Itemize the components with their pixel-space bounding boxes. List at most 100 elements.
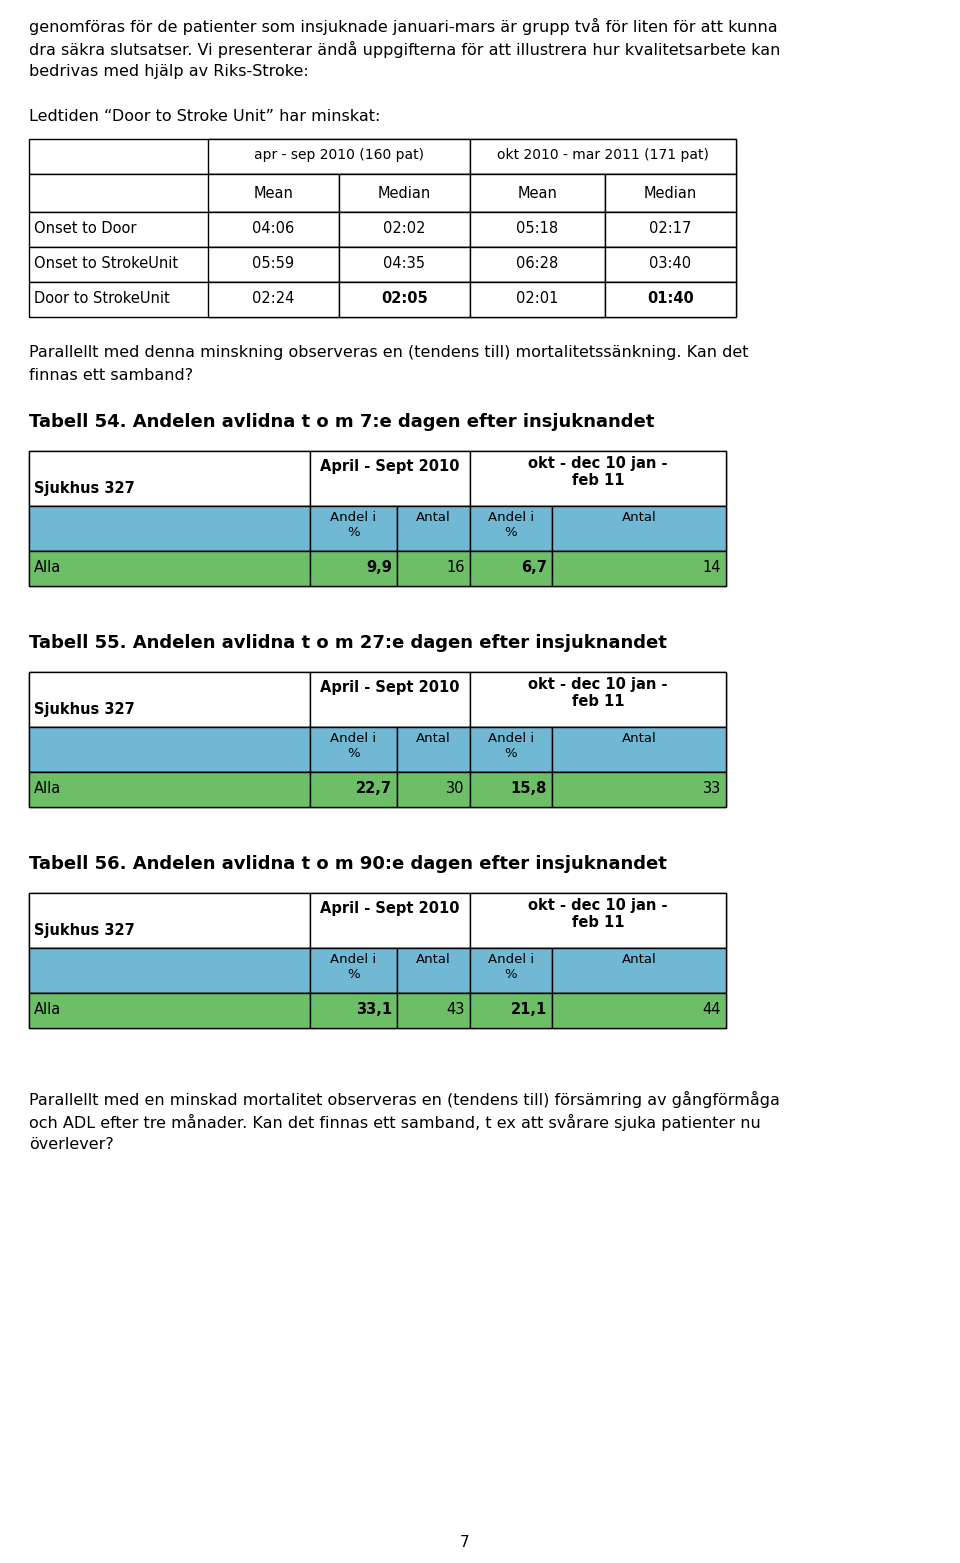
Text: April - Sept 2010: April - Sept 2010 (320, 900, 460, 916)
Text: Door to StrokeUnit: Door to StrokeUnit (34, 291, 170, 306)
Bar (29, 993, 726, 1028)
Text: 02:01: 02:01 (516, 291, 559, 306)
Bar (310, 552, 396, 586)
Bar (469, 949, 552, 993)
Text: och ADL efter tre månader. Kan det finnas ett samband, t ex att svårare sjuka pa: och ADL efter tre månader. Kan det finna… (29, 1114, 760, 1132)
Bar (605, 281, 735, 317)
Bar (469, 452, 726, 506)
Text: finnas ett samband?: finnas ett samband? (29, 367, 193, 383)
Text: Alla: Alla (34, 1002, 61, 1018)
Bar (605, 247, 735, 281)
Text: 9,9: 9,9 (366, 560, 392, 575)
Text: Ledtiden “Door to Stroke Unit” har minskat:: Ledtiden “Door to Stroke Unit” har minsk… (29, 109, 380, 123)
Bar (396, 506, 469, 552)
Text: 30: 30 (446, 782, 465, 796)
Text: Alla: Alla (34, 560, 61, 575)
Text: Sjukhus 327: Sjukhus 327 (34, 702, 134, 717)
Bar (310, 772, 396, 807)
Text: okt - dec 10 jan -
feb 11: okt - dec 10 jan - feb 11 (528, 899, 667, 930)
Text: 44: 44 (703, 1002, 721, 1018)
Bar (469, 892, 726, 949)
Text: dra säkra slutsatser. Vi presenterar ändå uppgifterna för att illustrera hur kva: dra säkra slutsatser. Vi presenterar änd… (29, 41, 780, 58)
Text: 04:35: 04:35 (383, 256, 425, 270)
Text: genomföras för de patienter som insjuknade januari-mars är grupp två för liten f: genomföras för de patienter som insjukna… (29, 19, 778, 34)
Text: 01:40: 01:40 (647, 291, 694, 306)
Bar (29, 247, 735, 281)
Text: Antal: Antal (416, 731, 450, 746)
Bar (469, 281, 605, 317)
Text: April - Sept 2010: April - Sept 2010 (320, 680, 460, 696)
Bar (29, 173, 735, 213)
Text: April - Sept 2010: April - Sept 2010 (320, 460, 460, 474)
Text: 06:28: 06:28 (516, 256, 559, 270)
Bar (396, 772, 469, 807)
Bar (469, 506, 552, 552)
Bar (396, 993, 469, 1028)
Text: 04:06: 04:06 (252, 220, 295, 236)
Bar (29, 452, 726, 506)
Bar (29, 772, 726, 807)
Text: 33: 33 (703, 782, 721, 796)
Text: okt - dec 10 jan -
feb 11: okt - dec 10 jan - feb 11 (528, 677, 667, 710)
Bar (310, 452, 469, 506)
Bar (469, 247, 605, 281)
Bar (208, 173, 339, 213)
Bar (552, 772, 726, 807)
Text: 02:17: 02:17 (649, 220, 691, 236)
Text: Onset to Door: Onset to Door (34, 220, 136, 236)
Text: 02:02: 02:02 (383, 220, 425, 236)
Bar (396, 727, 469, 772)
Bar (396, 552, 469, 586)
Text: 03:40: 03:40 (649, 256, 691, 270)
Text: 05:18: 05:18 (516, 220, 559, 236)
Text: Sjukhus 327: Sjukhus 327 (34, 481, 134, 495)
Text: Andel i
%: Andel i % (330, 511, 376, 539)
Text: 02:24: 02:24 (252, 291, 295, 306)
Text: Mean: Mean (253, 186, 294, 202)
Bar (552, 993, 726, 1028)
Bar (29, 949, 310, 993)
Bar (208, 247, 339, 281)
Bar (396, 949, 469, 993)
Bar (469, 772, 552, 807)
Bar (29, 552, 310, 586)
Text: Andel i
%: Andel i % (330, 731, 376, 760)
Bar (469, 552, 552, 586)
Text: Tabell 56. Andelen avlidna t o m 90:e dagen efter insjuknandet: Tabell 56. Andelen avlidna t o m 90:e da… (29, 855, 667, 874)
Text: 05:59: 05:59 (252, 256, 295, 270)
Bar (469, 993, 552, 1028)
Bar (29, 506, 726, 552)
Bar (208, 139, 469, 173)
Bar (310, 672, 469, 727)
Bar (339, 281, 469, 317)
Bar (208, 281, 339, 317)
Text: Antal: Antal (621, 731, 657, 746)
Bar (29, 727, 310, 772)
Text: Antal: Antal (621, 511, 657, 524)
Text: Median: Median (644, 186, 697, 202)
Text: Mean: Mean (517, 186, 557, 202)
Text: bedrivas med hjälp av Riks-Stroke:: bedrivas med hjälp av Riks-Stroke: (29, 64, 309, 80)
Bar (605, 213, 735, 247)
Bar (29, 672, 310, 727)
Text: Antal: Antal (621, 953, 657, 966)
Bar (29, 213, 735, 247)
Text: Alla: Alla (34, 782, 61, 796)
Text: apr - sep 2010 (160 pat): apr - sep 2010 (160 pat) (253, 148, 423, 163)
Text: Parallellt med en minskad mortalitet observeras en (tendens till) försämring av : Parallellt med en minskad mortalitet obs… (29, 1091, 780, 1108)
Bar (339, 213, 469, 247)
Text: Median: Median (377, 186, 431, 202)
Bar (310, 727, 396, 772)
Bar (29, 993, 310, 1028)
Text: okt - dec 10 jan -
feb 11: okt - dec 10 jan - feb 11 (528, 456, 667, 488)
Text: Antal: Antal (416, 953, 450, 966)
Text: 16: 16 (446, 560, 465, 575)
Text: 15,8: 15,8 (511, 782, 547, 796)
Text: Andel i
%: Andel i % (488, 511, 534, 539)
Text: 6,7: 6,7 (521, 560, 547, 575)
Bar (310, 506, 396, 552)
Bar (552, 552, 726, 586)
Text: 7: 7 (460, 1535, 469, 1550)
Bar (29, 727, 726, 772)
Bar (469, 139, 735, 173)
